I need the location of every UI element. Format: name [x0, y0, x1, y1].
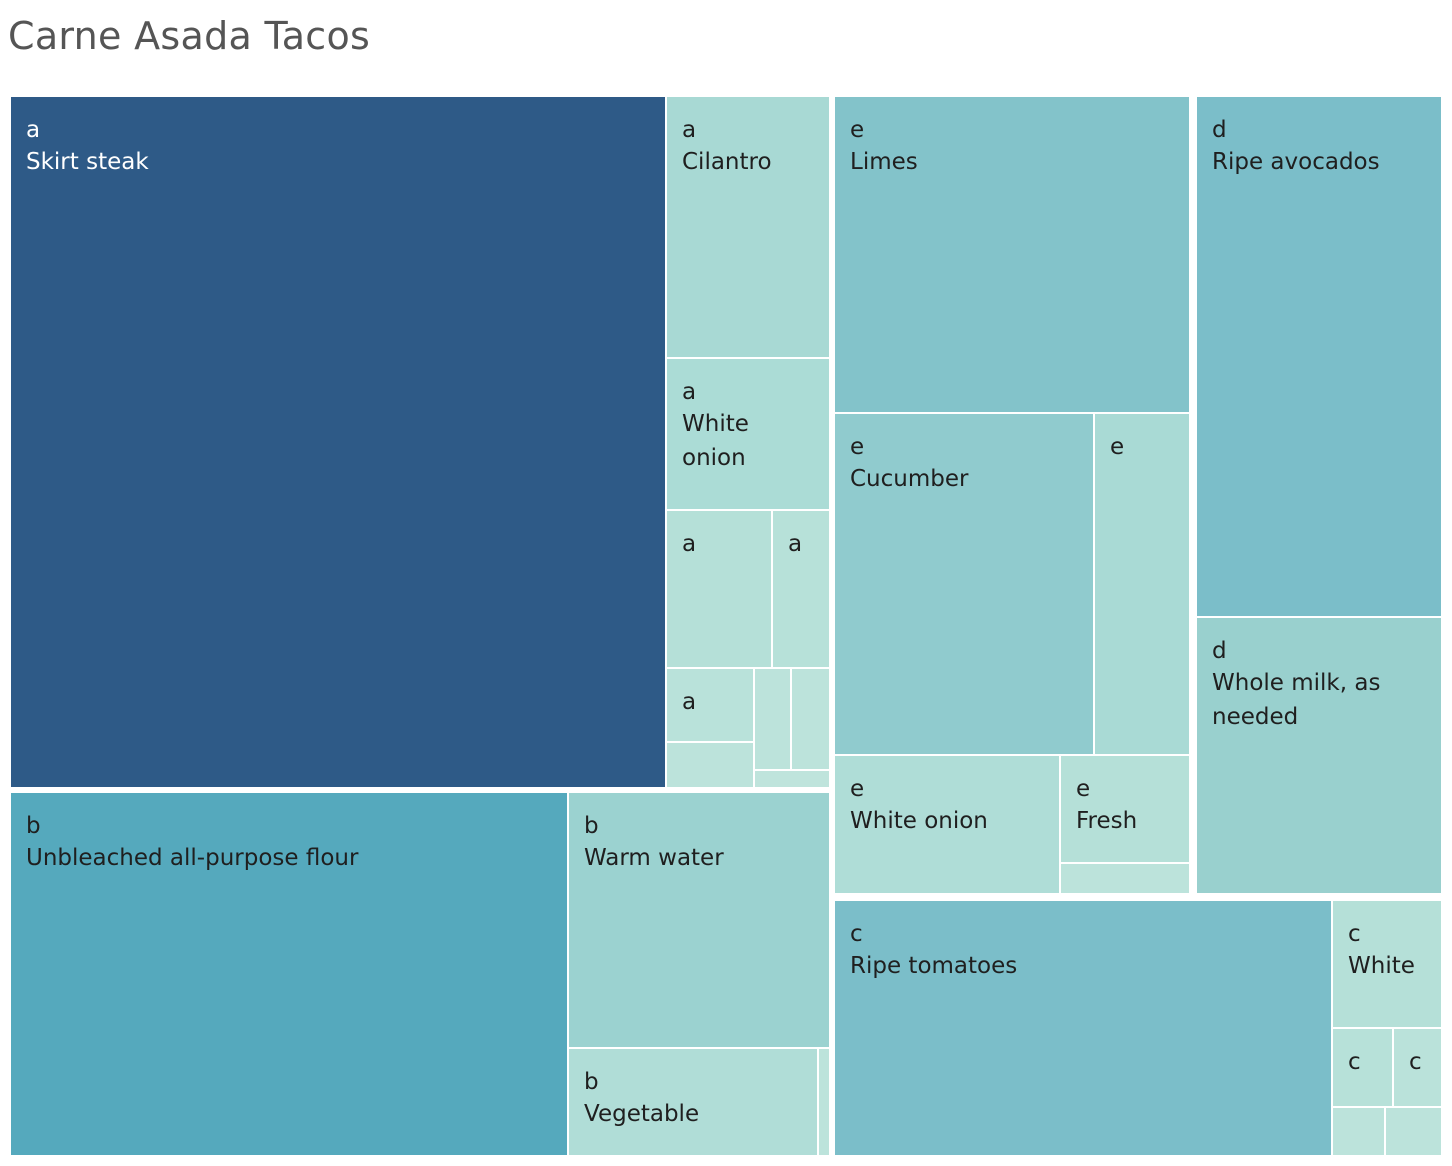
treemap-item-label: onion — [682, 445, 746, 471]
treemap-cell[interactable] — [569, 793, 829, 1047]
treemap-group-e: e Limes e Cucumber e e White onion e Fresh — [835, 97, 1189, 893]
treemap-group-c: c Ripe tomatoes c White c c — [835, 901, 1441, 1155]
treemap-group-d: d Ripe avocados d Whole milk, as needed — [1197, 97, 1441, 893]
treemap-cell[interactable] — [1061, 756, 1189, 862]
treemap-group-label: c — [1409, 1049, 1422, 1075]
treemap-group-b: b Unbleached all-purpose flour b Warm water… — [11, 793, 829, 1155]
treemap-cell[interactable] — [1386, 1108, 1441, 1155]
treemap-group-label: e — [850, 776, 864, 802]
treemap-group-a: a Skirt steak a Cilantro a White onion a a a — [11, 97, 829, 787]
treemap-item-label: Ripe tomatoes — [850, 953, 1017, 979]
treemap-group-label: d — [1212, 638, 1227, 664]
treemap-group-label: b — [584, 813, 599, 839]
treemap-group-label: c — [1348, 1049, 1361, 1075]
treemap-group-label: a — [788, 531, 802, 557]
treemap-cell[interactable] — [819, 1049, 829, 1155]
treemap-cell[interactable] — [1197, 97, 1441, 616]
treemap-item-label: Warm water — [584, 845, 724, 871]
treemap-group-label: a — [26, 117, 40, 143]
treemap-item-label: Limes — [850, 149, 918, 175]
treemap-group-label: e — [850, 117, 864, 143]
treemap-cell[interactable] — [1095, 414, 1189, 754]
treemap-cell[interactable] — [1333, 901, 1441, 1027]
treemap-group-label: e — [1110, 434, 1124, 460]
treemap-cell[interactable] — [755, 669, 790, 769]
treemap-item-label: needed — [1212, 704, 1298, 730]
treemap-cell[interactable] — [835, 414, 1093, 754]
treemap-group-label: b — [584, 1069, 599, 1095]
treemap-group-label: c — [1348, 921, 1361, 947]
chart-title: Carne Asada Tacos — [8, 14, 371, 58]
treemap-group-label: a — [682, 117, 696, 143]
treemap-cell[interactable] — [1197, 618, 1441, 893]
treemap-cell[interactable] — [11, 793, 567, 1155]
treemap-group-label: a — [682, 689, 696, 715]
treemap-cell[interactable] — [835, 97, 1189, 412]
treemap-item-label: Vegetable — [584, 1101, 699, 1127]
treemap-cell[interactable] — [1333, 1029, 1392, 1106]
treemap-item-label: Whole milk, as — [1212, 670, 1380, 696]
treemap-cell[interactable] — [1061, 864, 1189, 893]
treemap-cell[interactable] — [835, 901, 1331, 1155]
treemap-group-label: a — [682, 379, 696, 405]
treemap-item-label: Ripe avocados — [1212, 149, 1380, 175]
treemap-item-label: White — [682, 411, 749, 437]
treemap-group-label: a — [682, 531, 696, 557]
treemap-cell[interactable] — [773, 511, 829, 667]
treemap-item-label: White onion — [850, 808, 988, 834]
treemap-group-label: b — [26, 813, 41, 839]
treemap-cell[interactable] — [1394, 1029, 1441, 1106]
treemap-item-label: Unbleached all-purpose flour — [26, 845, 359, 871]
treemap-cell[interactable] — [835, 756, 1059, 893]
treemap-group-label: e — [1076, 776, 1090, 802]
treemap-group-label: d — [1212, 117, 1227, 143]
treemap-cell[interactable] — [755, 771, 829, 787]
treemap-cell[interactable] — [667, 669, 753, 741]
treemap-item-label: Cilantro — [682, 149, 772, 175]
treemap-cell[interactable] — [667, 511, 771, 667]
treemap-cell[interactable] — [11, 97, 665, 787]
treemap-cell[interactable] — [1333, 1108, 1384, 1155]
treemap-cell[interactable] — [667, 97, 829, 357]
treemap-cell[interactable] — [667, 359, 829, 509]
treemap-item-label: Cucumber — [850, 466, 969, 492]
treemap-group-label: e — [850, 434, 864, 460]
treemap-cell[interactable] — [667, 743, 753, 787]
treemap-item-label: Fresh — [1076, 808, 1137, 834]
treemap-group-label: c — [850, 921, 863, 947]
treemap-cell[interactable] — [569, 1049, 817, 1155]
treemap-item-label: Skirt steak — [26, 149, 149, 175]
treemap-cell[interactable] — [792, 669, 829, 769]
treemap-item-label: White — [1348, 953, 1415, 979]
